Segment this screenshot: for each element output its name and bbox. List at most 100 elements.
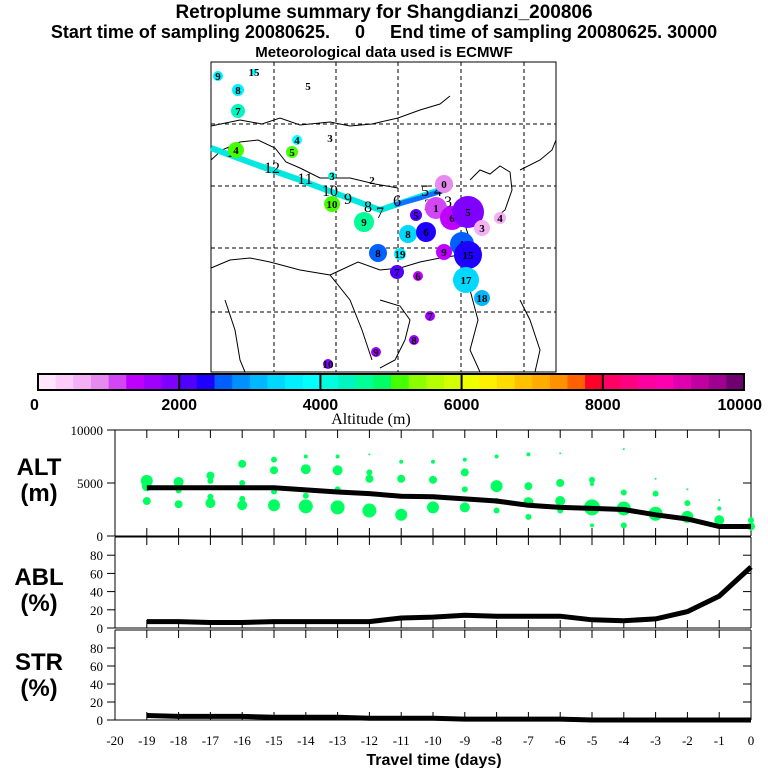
trajectory-day-label: 11 — [297, 171, 312, 188]
cluster-label: 1 — [433, 203, 439, 215]
cluster-circle — [231, 104, 245, 118]
cluster-circle — [416, 222, 436, 242]
altitude-scatter-point — [332, 465, 343, 476]
y-tick-label: 80 — [90, 548, 103, 563]
cluster-marker: 9 — [213, 71, 223, 83]
altitude-scatter-point — [429, 475, 437, 484]
cluster-circle — [474, 290, 490, 306]
x-tick-label: -3 — [650, 733, 661, 748]
altitude-scatter-point — [717, 506, 722, 511]
cluster-label: 8 — [411, 335, 417, 347]
abl-series-line — [146, 565, 753, 625]
colorbar-cell — [673, 374, 692, 390]
cluster-marker: 9 — [371, 347, 381, 359]
altitude-scatter-point — [270, 466, 278, 475]
x-tick-label: -2 — [682, 733, 693, 748]
altitude-scatter-point — [524, 482, 533, 491]
colorbar-cell — [179, 374, 198, 390]
cluster-label: 8 — [405, 229, 411, 241]
cluster-marker: 3 — [327, 133, 333, 145]
abl-ylabel-line1: ABL — [14, 564, 64, 591]
colorbar-cell — [249, 374, 268, 390]
altitude-scatter-point — [559, 452, 562, 455]
colorbar-cell — [443, 374, 463, 390]
cluster-circle — [369, 244, 387, 262]
trajectory-day-label: 6 — [393, 193, 401, 210]
cluster-marker: 3 — [474, 220, 490, 236]
altitude-scatter-point — [142, 497, 151, 506]
altitude-scatter-point — [206, 471, 215, 480]
cluster-label: 8 — [235, 85, 241, 97]
abl-ylabel-line2: (%) — [20, 590, 58, 617]
altitude-scatter-point — [239, 480, 246, 486]
cluster-label: 3 — [327, 133, 333, 145]
cluster-circle — [286, 146, 298, 158]
map-coastline — [379, 299, 411, 369]
alt-series-line — [146, 485, 751, 529]
colorbar-cell — [232, 374, 251, 390]
altitude-scatter-point — [397, 474, 406, 483]
cluster-circle — [354, 212, 374, 232]
altitude-scatter-point — [303, 454, 308, 459]
cluster-label: 9 — [441, 247, 447, 259]
colorbar-cell — [108, 374, 127, 390]
alt-panel-ylabel: ALT (m) — [4, 455, 74, 507]
cluster-label: 10 — [323, 359, 335, 371]
cluster-label: 7 — [235, 106, 241, 118]
altitude-scatter-point — [556, 479, 565, 487]
altitude-scatter-point — [395, 508, 408, 521]
altitude-scatter-point — [237, 500, 248, 511]
cluster-marker: 9 — [436, 244, 452, 260]
colorbar-tick-label: 2000 — [161, 397, 197, 414]
sampling-time-subtitle: Start time of sampling 20080625. 0 End t… — [50, 22, 718, 42]
cluster-circle — [394, 248, 406, 260]
altitude-scatter-point — [271, 456, 277, 463]
x-tick-label: -20 — [106, 733, 123, 748]
alt-ylabel-line1: ALT — [16, 454, 62, 481]
colorbar-cell — [514, 374, 533, 390]
colorbar-cell — [143, 374, 163, 390]
altitude-scatter-point — [302, 492, 309, 499]
x-tick-label: -14 — [297, 733, 315, 748]
x-tick-label: -7 — [523, 733, 534, 748]
cluster-marker: 8 — [409, 335, 419, 347]
cluster-label: 5 — [289, 147, 295, 159]
altitude-scatter-point — [461, 486, 468, 493]
altitude-scatter-point — [718, 498, 721, 501]
cluster-circle — [453, 267, 479, 293]
cluster-marker: 10 — [324, 196, 340, 212]
cluster-label: 15 — [463, 250, 475, 262]
trajectory-line-recent — [394, 187, 446, 208]
cluster-marker: 4 — [228, 142, 244, 158]
cluster-marker: 3 — [328, 171, 336, 183]
colorbar-cell — [567, 374, 586, 390]
colorbar-tick-label: 0 — [30, 397, 39, 414]
cluster-label: 5 — [465, 207, 471, 219]
altitude-scatter-point — [298, 499, 313, 514]
y-tick-label: 60 — [90, 566, 103, 581]
trajectory-day-label: 10 — [322, 183, 338, 200]
altitude-scatter-point — [620, 489, 627, 496]
x-tick-label: 0 — [748, 733, 755, 748]
cluster-label: 3 — [479, 223, 485, 235]
cluster-marker: 4 — [292, 135, 302, 147]
colorbar-cell — [355, 374, 374, 390]
panel-abl: 0 20 40 60 80 — [90, 536, 753, 636]
cluster-circle — [228, 142, 244, 158]
colorbar-cell — [585, 374, 604, 390]
map-panel: 1312111098765432109158574345231098681970… — [209, 61, 557, 373]
trajectory-day-label: 4 — [434, 183, 442, 200]
cluster-circle — [323, 359, 333, 369]
abl-panel-ylabel: ABL (%) — [4, 565, 74, 617]
alt-ylabel-line2: (m) — [20, 480, 58, 507]
trajectory-day-label: 5 — [421, 183, 429, 200]
colorbar-cell — [373, 374, 392, 390]
altitude-scatter-point — [238, 459, 247, 468]
chart-title: Retroplume summary for Shangdianzi_20080… — [175, 2, 593, 23]
cluster-label: 18 — [477, 293, 489, 305]
altitude-scatter-point — [494, 454, 499, 459]
x-tick-label: -9 — [459, 733, 470, 748]
y-tick-label: 80 — [90, 641, 103, 656]
